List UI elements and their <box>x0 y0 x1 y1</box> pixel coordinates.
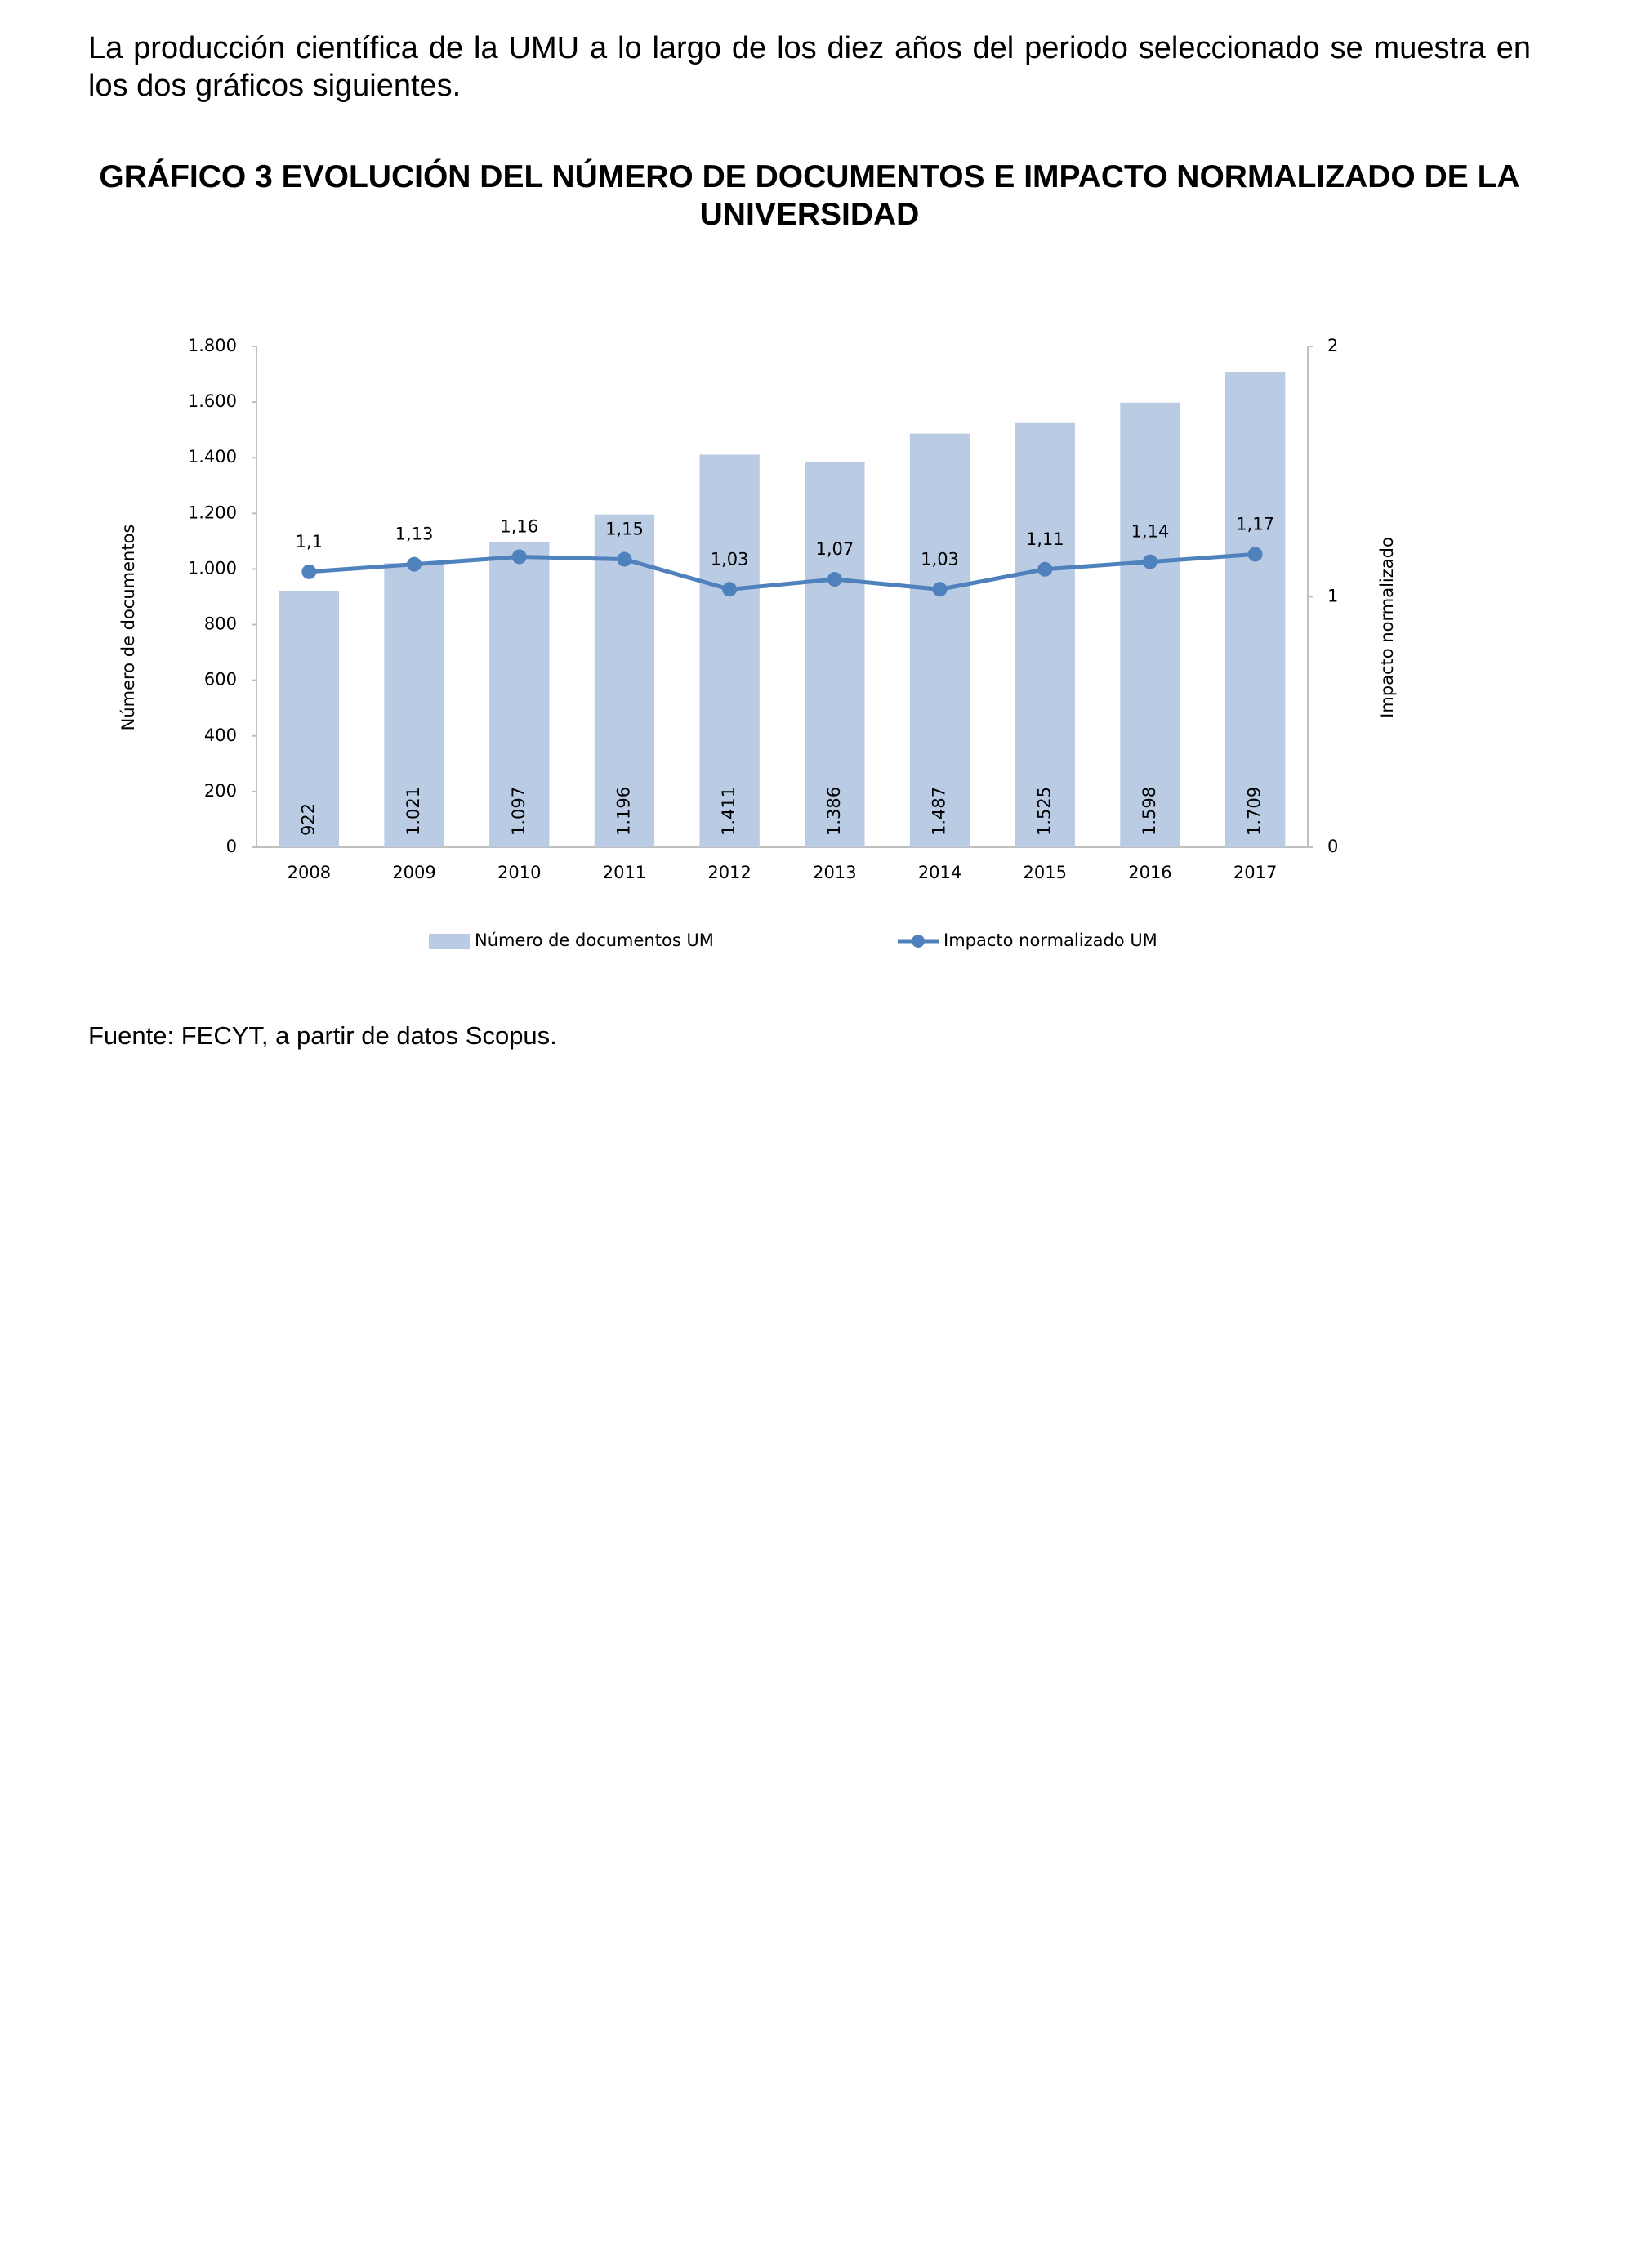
x-tick-label: 2015 <box>1024 863 1067 882</box>
y-tick-label: 800 <box>204 614 237 634</box>
bar-value-label: 922 <box>298 803 318 836</box>
bar <box>489 542 550 847</box>
bar <box>1224 371 1286 847</box>
legend-swatch <box>429 934 470 949</box>
bar-value-label: 1.487 <box>930 787 949 836</box>
line-marker <box>1247 547 1263 562</box>
bar-value-label: 1.196 <box>613 787 633 836</box>
bar <box>699 454 760 847</box>
legend-label: Número de documentos UM <box>475 931 714 950</box>
chart: Número de documentos Impacto normalizado… <box>118 336 1397 950</box>
y-tick-label: 1.000 <box>188 558 237 578</box>
bar-value-label: 1.411 <box>719 787 738 836</box>
y-tick-label: 400 <box>204 725 237 745</box>
x-tick-label: 2010 <box>497 863 541 882</box>
source-note: Fuente: FECYT, a partir de datos Scopus. <box>88 1021 557 1050</box>
bar <box>805 461 865 847</box>
line-marker <box>1037 561 1053 577</box>
y-tick-label: 1.400 <box>188 447 237 467</box>
line-marker <box>722 582 738 597</box>
line-value-label: 1,1 <box>296 532 323 551</box>
line-marker <box>932 582 948 597</box>
bar-value-label: 1.525 <box>1034 787 1054 836</box>
bar <box>594 514 655 847</box>
line-value-label: 1,16 <box>500 516 538 536</box>
x-tick-label: 2017 <box>1233 863 1277 882</box>
x-tick-label: 2016 <box>1128 863 1171 882</box>
line-marker <box>301 564 317 579</box>
y2-tick-label: 1 <box>1327 587 1338 606</box>
line-value-label: 1,03 <box>711 549 749 569</box>
line-marker <box>617 551 632 567</box>
line-marker <box>407 556 422 572</box>
y-tick-label: 1.200 <box>188 502 237 522</box>
bar-value-label: 1.386 <box>824 787 844 836</box>
y-tick-label: 1.600 <box>188 391 237 411</box>
bar <box>1120 402 1180 847</box>
bar-value-label: 1.021 <box>404 787 423 836</box>
bar-value-label: 1.598 <box>1140 787 1159 836</box>
line-value-label: 1,17 <box>1236 514 1274 534</box>
y2-axis-label: Impacto normalizado <box>1377 537 1397 718</box>
line-value-label: 1,03 <box>921 549 959 569</box>
x-tick-label: 2011 <box>603 863 646 882</box>
paragraph: La producción científica de la UMU a lo … <box>88 31 1531 103</box>
line-value-label: 1,13 <box>395 525 434 544</box>
line-value-label: 1,14 <box>1131 522 1170 542</box>
x-tick-label: 2014 <box>918 863 961 882</box>
line-marker <box>1142 554 1157 569</box>
chart-title: GRÁFICO 3 EVOLUCIÓN DEL NÚMERO DE DOCUME… <box>99 159 1520 232</box>
line <box>309 551 1256 592</box>
bar <box>1015 422 1075 847</box>
bar <box>909 433 970 847</box>
line-value-label: 1,11 <box>1026 529 1064 549</box>
line-marker <box>827 572 842 587</box>
line-marker <box>511 549 527 565</box>
line-value-label: 1,15 <box>605 520 644 539</box>
y-tick-label: 0 <box>226 837 237 856</box>
bar-value-label: 1.097 <box>509 787 529 836</box>
bar <box>384 563 444 847</box>
y-tick-label: 1.800 <box>188 336 237 355</box>
y-tick-label: 600 <box>204 670 237 690</box>
bar <box>279 591 340 847</box>
x-tick-label: 2009 <box>392 863 435 882</box>
legend-label: Impacto normalizado UM <box>943 931 1157 950</box>
y2-tick-label: 0 <box>1327 837 1338 856</box>
y-tick-label: 200 <box>204 781 237 801</box>
y2-tick-label: 2 <box>1327 336 1338 355</box>
legend-swatch-marker <box>912 935 925 948</box>
x-tick-label: 2012 <box>707 863 751 882</box>
bar-value-label: 1.709 <box>1245 787 1265 836</box>
x-tick-label: 2013 <box>813 863 856 882</box>
line-value-label: 1,07 <box>815 539 854 559</box>
x-tick-label: 2008 <box>288 863 331 882</box>
y-axis-label: Número de documentos <box>118 525 138 731</box>
